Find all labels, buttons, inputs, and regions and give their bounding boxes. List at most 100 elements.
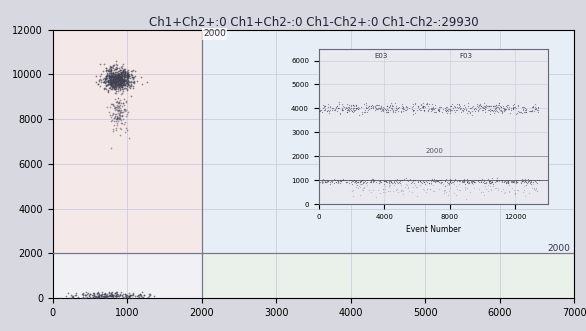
Point xyxy=(128,68,137,73)
Point xyxy=(110,293,120,299)
Point xyxy=(115,292,124,297)
Point xyxy=(113,78,122,83)
Point xyxy=(111,79,120,85)
Point xyxy=(88,294,98,299)
Point xyxy=(124,71,133,76)
Point xyxy=(121,72,131,78)
Point xyxy=(114,71,124,77)
Point xyxy=(115,83,125,89)
Point xyxy=(105,79,114,84)
Point xyxy=(122,128,132,133)
Point xyxy=(107,85,116,90)
Point xyxy=(104,78,113,83)
Point xyxy=(107,293,117,298)
Point xyxy=(122,292,132,298)
Point xyxy=(110,115,120,120)
Point xyxy=(120,73,130,78)
Point xyxy=(119,121,128,127)
Point xyxy=(93,294,103,299)
Point xyxy=(120,295,130,301)
Point xyxy=(118,74,127,79)
Point xyxy=(125,295,134,301)
Point xyxy=(113,74,122,79)
Point xyxy=(105,68,114,73)
Point xyxy=(108,63,118,68)
Point xyxy=(114,74,123,79)
Point xyxy=(117,73,127,79)
Point xyxy=(117,79,126,84)
Point xyxy=(115,291,125,297)
Point xyxy=(105,70,114,75)
Point xyxy=(121,74,131,80)
Point xyxy=(110,96,120,102)
Point xyxy=(118,77,127,82)
Point xyxy=(105,73,115,78)
Point xyxy=(99,75,108,81)
Point xyxy=(119,72,128,77)
Title: Ch1+Ch2+:0 Ch1+Ch2-:0 Ch1-Ch2+:0 Ch1-Ch2-:29930: Ch1+Ch2+:0 Ch1+Ch2-:0 Ch1-Ch2+:0 Ch1-Ch2… xyxy=(149,16,478,28)
Point xyxy=(117,293,127,298)
Point xyxy=(102,294,111,300)
Point xyxy=(122,80,131,85)
Point xyxy=(110,73,120,79)
Point xyxy=(113,77,122,82)
Point xyxy=(108,82,118,87)
Point xyxy=(104,291,114,296)
Point xyxy=(119,77,128,83)
Point xyxy=(114,75,123,80)
Point xyxy=(113,75,122,80)
Point xyxy=(106,71,115,77)
Point xyxy=(107,289,117,295)
Point xyxy=(105,70,115,75)
Point xyxy=(104,73,113,79)
Point xyxy=(124,72,133,77)
Point xyxy=(124,294,134,300)
Point xyxy=(98,294,108,299)
Point xyxy=(108,111,117,117)
Point xyxy=(99,79,108,84)
Point xyxy=(100,294,109,299)
Point xyxy=(80,295,90,301)
Point xyxy=(124,291,133,296)
Point xyxy=(104,73,114,78)
Point xyxy=(119,67,128,72)
Point xyxy=(108,118,117,123)
Point xyxy=(114,78,124,83)
Point xyxy=(117,79,127,84)
Point xyxy=(110,118,119,123)
Point xyxy=(111,71,120,76)
Point xyxy=(115,76,125,82)
Point xyxy=(111,79,120,85)
Point xyxy=(118,68,127,73)
Point xyxy=(106,86,115,92)
Point xyxy=(120,78,130,83)
Point xyxy=(114,69,123,74)
Point xyxy=(106,73,115,78)
Point xyxy=(117,70,126,75)
Point xyxy=(83,294,92,299)
Point xyxy=(119,74,128,79)
Point xyxy=(115,74,124,80)
Point xyxy=(107,83,116,88)
Point xyxy=(120,71,129,76)
Point xyxy=(112,75,121,80)
Point xyxy=(115,76,125,82)
Point xyxy=(111,76,121,81)
Point xyxy=(111,91,120,96)
Point xyxy=(128,290,137,296)
Point xyxy=(108,78,118,84)
Point xyxy=(118,78,128,83)
Point xyxy=(112,291,121,297)
Point xyxy=(103,83,113,88)
Point xyxy=(111,75,121,80)
Point xyxy=(98,76,108,81)
Point xyxy=(116,78,125,83)
Point xyxy=(114,72,124,78)
Point xyxy=(112,61,121,66)
Point xyxy=(107,101,116,107)
Point xyxy=(120,80,129,85)
Point xyxy=(123,75,132,80)
Point xyxy=(103,73,112,78)
Point xyxy=(116,67,125,72)
Point xyxy=(108,79,117,84)
